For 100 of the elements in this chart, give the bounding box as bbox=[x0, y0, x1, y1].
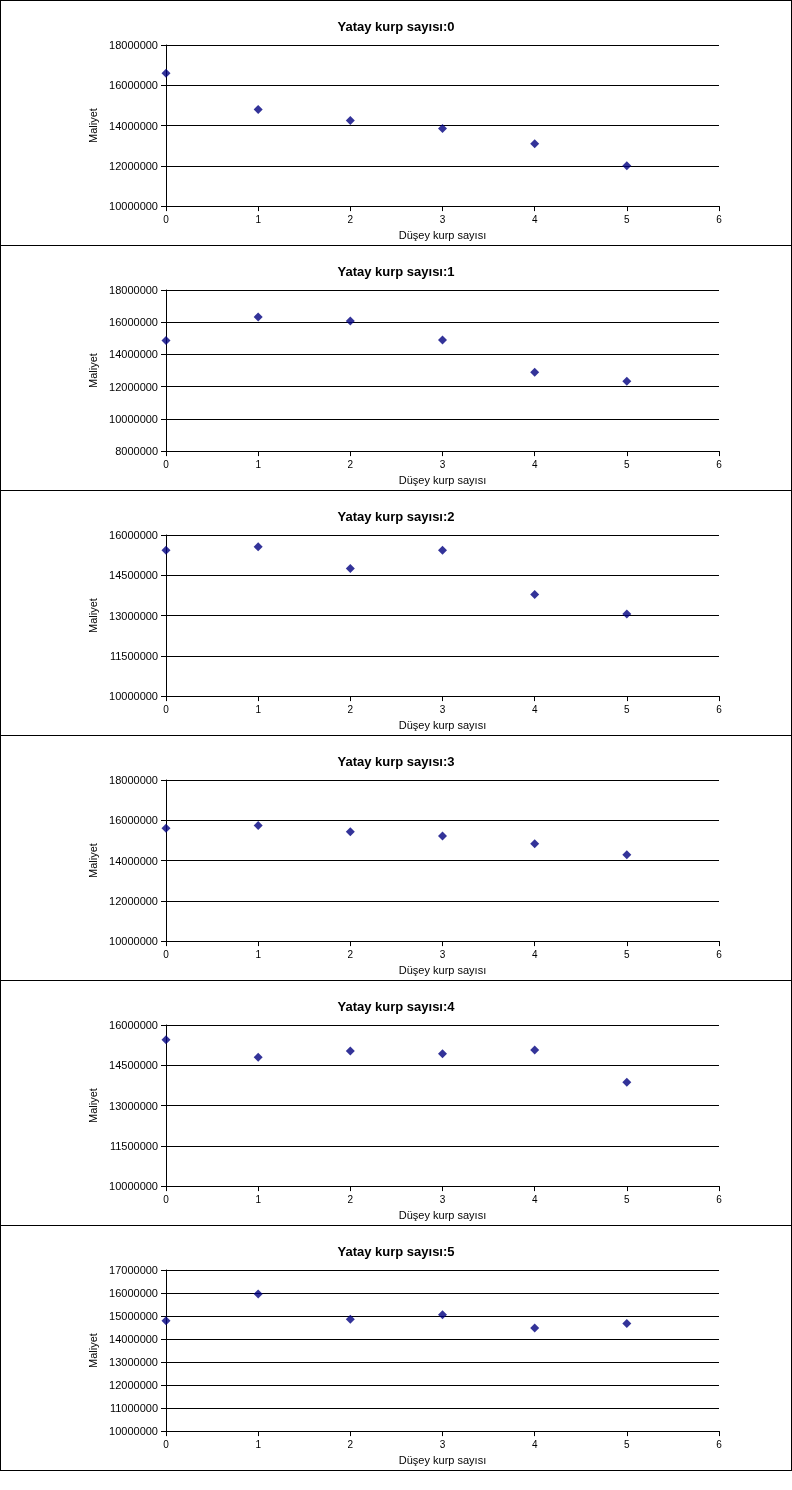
point bbox=[438, 831, 447, 841]
x-tick-label: 6 bbox=[716, 1438, 723, 1450]
y-tick-label: 17000000 bbox=[109, 1264, 158, 1276]
point bbox=[345, 1046, 355, 1056]
point bbox=[253, 1052, 263, 1062]
point bbox=[161, 1035, 171, 1045]
x-axis-title: Düşey kurp sayısı bbox=[398, 963, 487, 976]
point bbox=[253, 1289, 263, 1299]
y-tick-label: 11000000 bbox=[109, 1402, 158, 1415]
y-tick-label: 10000000 bbox=[109, 200, 158, 213]
x-tick-label: 1 bbox=[255, 1193, 262, 1205]
point bbox=[530, 1045, 540, 1055]
y-tick-label: 12000000 bbox=[109, 159, 158, 172]
chart-title: Yatay kurp sayısı:5 bbox=[337, 1244, 455, 1259]
y-tick-label: 12000000 bbox=[109, 380, 158, 393]
x-tick-label: 2 bbox=[347, 458, 354, 470]
y-tick-label: 16000000 bbox=[109, 316, 158, 329]
x-tick-label: 6 bbox=[716, 458, 723, 470]
x-tick-label: 4 bbox=[531, 458, 538, 470]
y-axis-title: Maliyet bbox=[86, 1333, 99, 1368]
point bbox=[345, 316, 355, 326]
y-tick-label: 11500000 bbox=[109, 649, 158, 662]
x-tick-label: 5 bbox=[624, 213, 631, 225]
x-tick-label: 6 bbox=[716, 1193, 723, 1205]
y-tick-label: 8000000 bbox=[115, 445, 158, 458]
x-tick-label: 6 bbox=[716, 213, 723, 225]
y-tick-label: 14000000 bbox=[109, 348, 158, 361]
point bbox=[438, 1310, 447, 1320]
x-tick-label: 4 bbox=[531, 1438, 538, 1450]
x-tick-label: 2 bbox=[347, 703, 354, 715]
chart-title: Yatay kurp sayısı:1 bbox=[337, 264, 455, 279]
point bbox=[622, 1319, 632, 1329]
y-tick-label: 14500000 bbox=[109, 569, 158, 582]
point bbox=[253, 104, 263, 114]
y-tick-label: 18000000 bbox=[109, 39, 158, 51]
x-tick-label: 1 bbox=[255, 1438, 262, 1450]
point bbox=[161, 545, 171, 555]
point bbox=[253, 821, 263, 831]
x-tick-label: 4 bbox=[531, 213, 538, 225]
y-tick-label: 15000000 bbox=[109, 1310, 158, 1323]
x-axis-title: Düşey kurp sayısı bbox=[398, 1208, 487, 1221]
x-tick-label: 1 bbox=[255, 458, 262, 470]
x-tick-label: 6 bbox=[716, 948, 723, 960]
y-tick-label: 16000000 bbox=[109, 79, 158, 92]
x-tick-label: 0 bbox=[163, 213, 170, 225]
point bbox=[345, 1314, 355, 1324]
x-axis-title: Düşey kurp sayısı bbox=[398, 1453, 487, 1466]
x-tick-label: 1 bbox=[255, 948, 262, 960]
point bbox=[253, 542, 263, 552]
x-tick-label: 0 bbox=[163, 1193, 170, 1205]
point bbox=[438, 1049, 447, 1059]
y-tick-label: 14000000 bbox=[109, 1333, 158, 1346]
x-tick-label: 3 bbox=[439, 703, 446, 715]
chart-title: Yatay kurp sayısı:0 bbox=[337, 19, 455, 34]
x-axis-title: Düşey kurp sayısı bbox=[398, 473, 487, 486]
point bbox=[530, 1323, 540, 1333]
point bbox=[438, 124, 447, 134]
y-tick-label: 16000000 bbox=[109, 1019, 158, 1031]
x-tick-label: 4 bbox=[531, 703, 538, 715]
point bbox=[622, 609, 632, 619]
point bbox=[438, 545, 447, 555]
y-tick-label: 12000000 bbox=[109, 1379, 158, 1392]
x-tick-label: 2 bbox=[347, 213, 354, 225]
point bbox=[438, 335, 447, 345]
x-tick-label: 3 bbox=[439, 458, 446, 470]
y-tick-label: 14000000 bbox=[109, 854, 158, 867]
y-tick-label: 16000000 bbox=[109, 814, 158, 827]
y-tick-label: 16000000 bbox=[109, 529, 158, 541]
point bbox=[622, 850, 632, 860]
x-tick-label: 3 bbox=[439, 1193, 446, 1205]
x-tick-label: 3 bbox=[439, 213, 446, 225]
y-tick-label: 10000000 bbox=[109, 1180, 158, 1193]
point bbox=[161, 68, 171, 78]
x-tick-label: 4 bbox=[531, 1193, 538, 1205]
point bbox=[530, 839, 540, 849]
x-tick-label: 2 bbox=[347, 1438, 354, 1450]
y-tick-label: 10000000 bbox=[109, 935, 158, 948]
x-axis-title: Düşey kurp sayısı bbox=[398, 228, 487, 241]
x-tick-label: 0 bbox=[163, 1438, 170, 1450]
chart-title: Yatay kurp sayısı:2 bbox=[337, 509, 455, 524]
x-tick-label: 5 bbox=[624, 458, 631, 470]
point bbox=[345, 827, 355, 837]
y-tick-label: 13000000 bbox=[109, 1356, 158, 1369]
y-axis-title: Maliyet bbox=[86, 843, 99, 878]
point bbox=[530, 139, 540, 149]
y-tick-label: 13000000 bbox=[109, 609, 158, 622]
x-tick-label: 1 bbox=[255, 703, 262, 715]
y-tick-label: 18000000 bbox=[109, 774, 158, 786]
y-axis-title: Maliyet bbox=[86, 1088, 99, 1123]
point bbox=[345, 564, 355, 574]
x-tick-label: 2 bbox=[347, 948, 354, 960]
x-tick-label: 3 bbox=[439, 1438, 446, 1450]
point bbox=[253, 312, 263, 322]
x-axis-title: Düşey kurp sayısı bbox=[398, 718, 487, 731]
x-tick-label: 5 bbox=[624, 948, 631, 960]
y-axis-title: Maliyet bbox=[86, 108, 99, 143]
x-tick-label: 2 bbox=[347, 1193, 354, 1205]
x-tick-label: 0 bbox=[163, 948, 170, 960]
chart-title: Yatay kurp sayısı:3 bbox=[337, 754, 455, 769]
point bbox=[161, 335, 171, 345]
